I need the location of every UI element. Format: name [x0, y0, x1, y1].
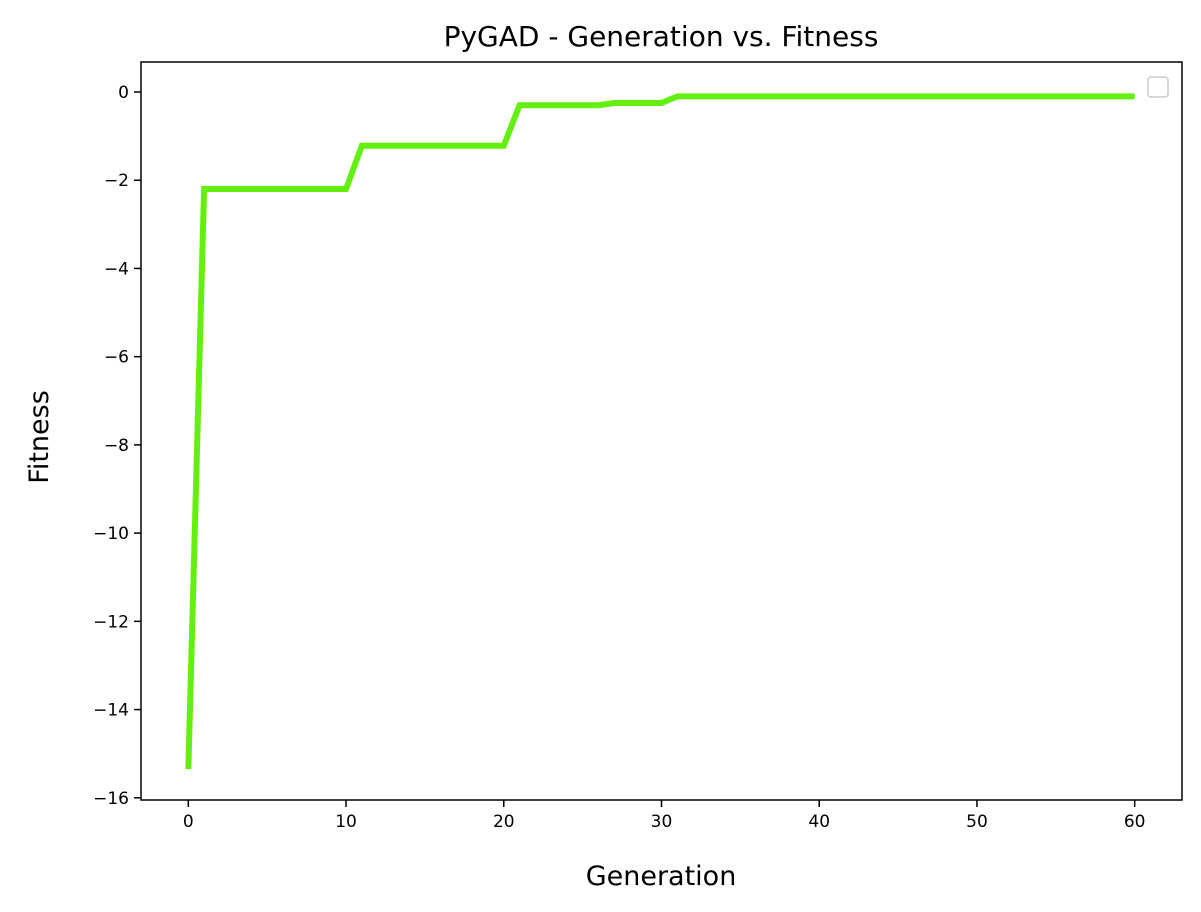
chart-title: PyGAD - Generation vs. Fitness: [444, 20, 879, 53]
x-tick-label: 0: [183, 812, 194, 832]
x-tick-label: 50: [966, 812, 988, 832]
x-tick-label: 10: [335, 812, 357, 832]
x-axis-ticks: 0 10 20 30 40 50 60: [183, 800, 1146, 832]
y-tick-label: −10: [93, 524, 129, 544]
y-tick-label: −8: [104, 436, 129, 456]
x-tick-label: 20: [493, 812, 515, 832]
series-layer: [185, 93, 1135, 770]
plot-area-frame: [140, 61, 1183, 801]
y-tick-label: −6: [104, 348, 129, 368]
y-axis-title: Fitness: [24, 390, 55, 484]
y-axis-ticks: 0 −2 −4 −6 −8 −10 −12 −14 −16: [93, 83, 141, 809]
x-tick-label: 60: [1124, 812, 1146, 832]
y-tick-label: 0: [118, 83, 129, 103]
y-tick-label: −4: [104, 259, 129, 279]
x-axis-title: Generation: [586, 861, 737, 892]
legend-box: [1147, 76, 1169, 98]
y-tick-label: −16: [93, 789, 129, 809]
y-tick-label: −2: [104, 171, 129, 191]
x-tick-label: 40: [808, 812, 830, 832]
fitness-series-line: [185, 93, 1135, 770]
y-tick-label: −12: [93, 612, 129, 632]
y-tick-label: −14: [93, 701, 129, 721]
x-tick-label: 30: [651, 812, 673, 832]
